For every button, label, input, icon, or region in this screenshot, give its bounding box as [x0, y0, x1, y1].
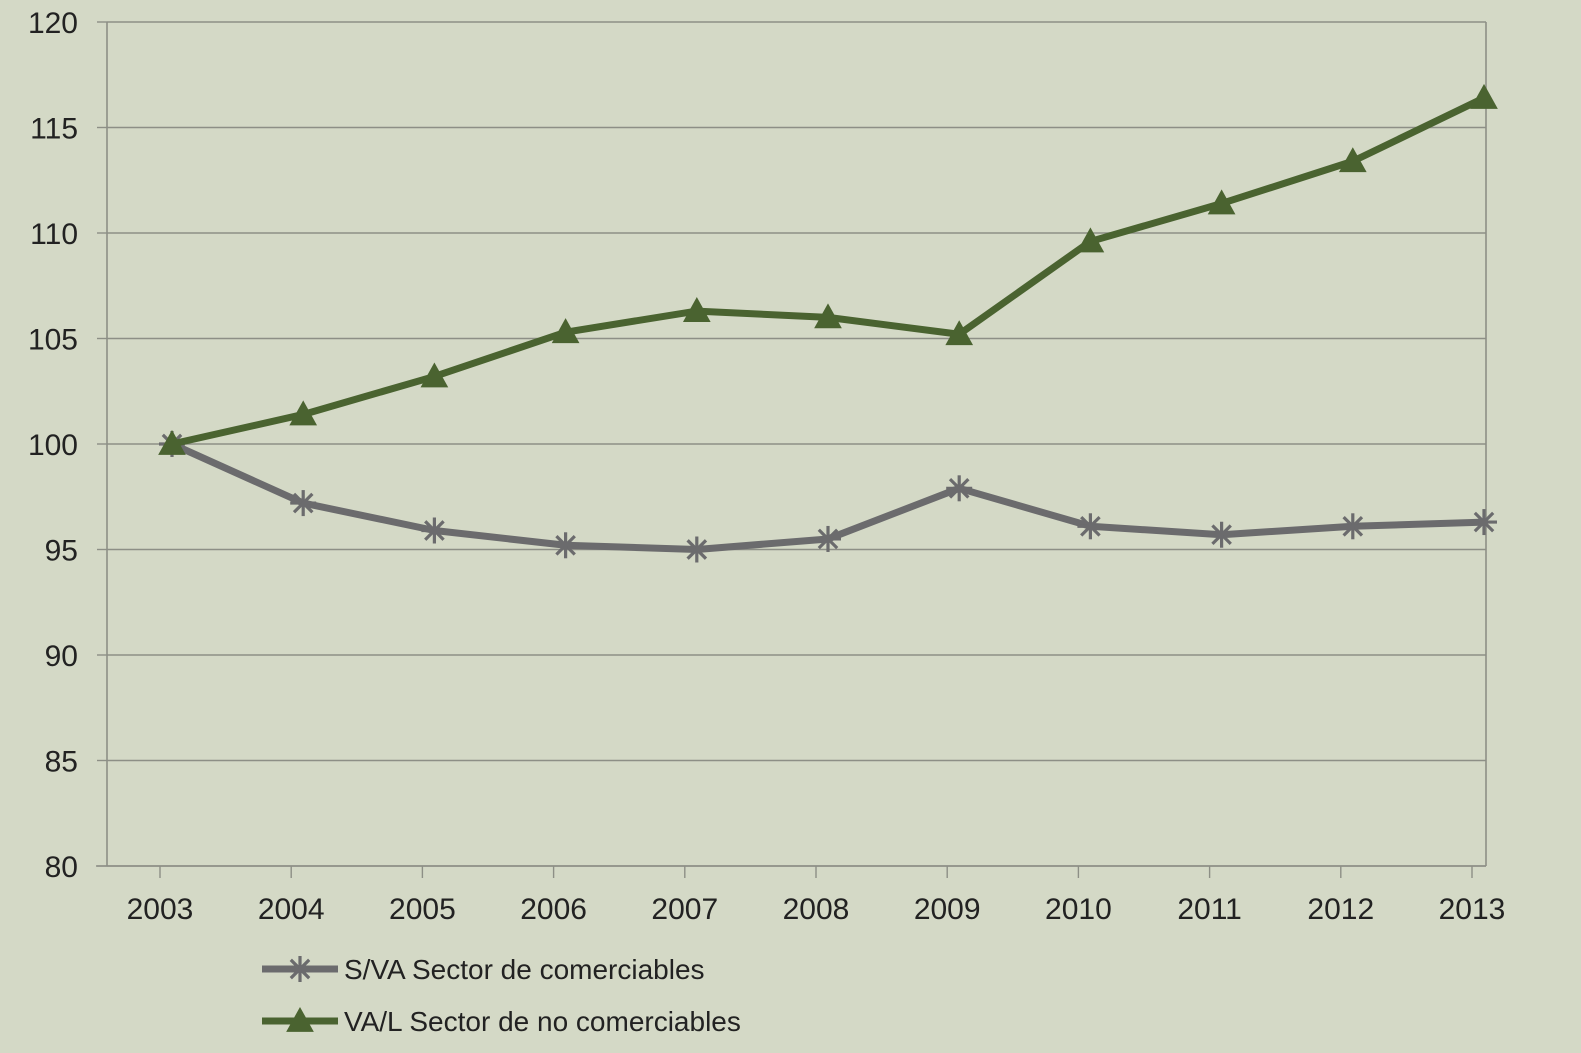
legend-marker-triangle [286, 1006, 314, 1032]
data-point-asterisk [683, 536, 710, 563]
x-tick-label: 2005 [389, 893, 456, 926]
axis-layer: 80 85 90 95 100 105 110 115 120 2003 2004 2005 2006 2… [28, 7, 1505, 926]
data-point-triangle [1338, 147, 1367, 173]
legend-marker-asterisk [287, 956, 313, 982]
y-tick-label: 80 [45, 851, 78, 884]
data-point-triangle [1470, 83, 1498, 109]
x-tick-label: 2003 [127, 893, 194, 926]
data-point-triangle [945, 320, 974, 346]
y-tick-label: 110 [30, 218, 78, 251]
y-tick-label: 95 [45, 535, 78, 568]
data-point-asterisk [946, 475, 973, 502]
y-tick-label: 90 [45, 640, 78, 673]
y-tick-label: 100 [28, 429, 78, 462]
data-point-asterisk [815, 525, 841, 552]
series-line-2 [171, 94, 1486, 448]
x-tick-label: 2012 [1307, 893, 1374, 926]
data-point-triangle [682, 297, 711, 322]
legend-label-1: S/VA Sector de comerciables [344, 954, 705, 985]
x-tick-label: 2009 [914, 893, 981, 926]
x-tick-label: 2008 [783, 893, 850, 926]
grid-layer [107, 21, 1486, 867]
data-point-triangle [420, 362, 449, 388]
data-point-asterisk [1208, 521, 1235, 548]
x-tick-label: 2007 [651, 893, 718, 926]
data-point-asterisk [1077, 513, 1104, 540]
data-point-asterisk [1471, 509, 1497, 536]
data-point-triangle [814, 303, 842, 329]
data-point-asterisk [1339, 513, 1366, 540]
legend: S/VA Sector de comerciables VA/L Sector d… [262, 954, 741, 1037]
data-point-triangle [1207, 189, 1236, 215]
x-tick-label: 2004 [258, 893, 325, 926]
data-point-triangle [1076, 227, 1105, 253]
series-layer [158, 83, 1498, 563]
x-tick-label: 2006 [520, 893, 587, 926]
data-point-triangle [289, 400, 318, 426]
y-tick-label: 115 [30, 113, 78, 146]
data-point-asterisk [421, 517, 448, 544]
y-tick-label: 120 [28, 7, 78, 40]
data-point-asterisk [290, 490, 317, 517]
data-point-asterisk [552, 532, 579, 559]
y-tick-label: 85 [45, 746, 78, 779]
data-point-triangle [551, 318, 580, 344]
legend-label-2: VA/L Sector de no comerciables [344, 1006, 741, 1037]
y-tick-label: 105 [28, 324, 78, 357]
x-tick-label: 2011 [1177, 893, 1242, 926]
data-point-triangle [158, 429, 186, 455]
x-tick-label: 2013 [1439, 893, 1506, 926]
x-tick-label: 2010 [1045, 893, 1112, 926]
